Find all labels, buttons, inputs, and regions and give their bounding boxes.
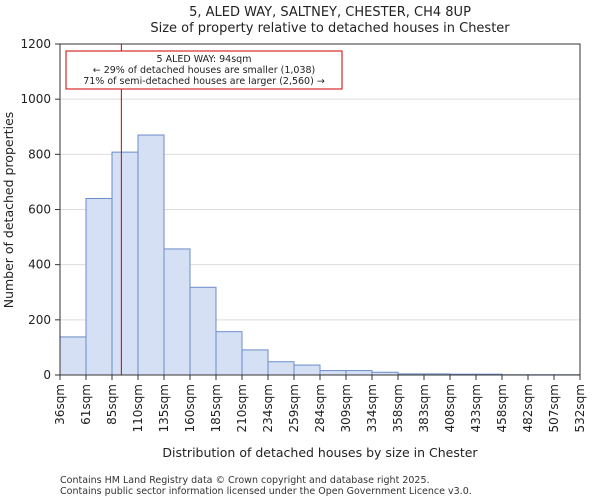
x-tick-label: 433sqm	[469, 384, 483, 432]
x-tick-label: 532sqm	[573, 384, 587, 432]
footer-line-2: Contains public sector information licen…	[60, 486, 472, 497]
annotation-line-1: 5 ALED WAY: 94sqm	[157, 54, 252, 65]
footer-line-1: Contains HM Land Registry data © Crown c…	[60, 475, 430, 486]
y-axis-label: Number of detached properties	[1, 112, 16, 309]
x-tick-label: 259sqm	[287, 384, 301, 432]
x-tick-label: 383sqm	[417, 384, 431, 432]
bar-259sqm	[293, 364, 321, 376]
x-tick-label: 185sqm	[209, 384, 223, 432]
bar-110sqm	[137, 134, 165, 376]
x-axis-label: Distribution of detached houses by size …	[162, 445, 478, 460]
bar-210sqm	[241, 349, 269, 376]
y-tick-label: 200	[28, 313, 51, 327]
bar-185sqm	[215, 331, 243, 376]
annotation-line-2: ← 29% of detached houses are smaller (1,…	[93, 65, 316, 76]
bar-61sqm	[85, 197, 113, 376]
x-tick-label: 334sqm	[365, 384, 379, 432]
y-tick-label: 0	[43, 368, 51, 382]
y-axis-ticks: 0 200 400 600 800 1000 1200	[20, 37, 60, 382]
y-tick-label: 400	[28, 258, 51, 272]
x-tick-label: 36sqm	[53, 384, 67, 425]
x-tick-label: 210sqm	[235, 384, 249, 432]
x-tick-label: 408sqm	[443, 384, 457, 432]
bar-234sqm	[267, 361, 295, 376]
x-tick-label: 482sqm	[521, 384, 535, 432]
bar-284sqm	[319, 370, 347, 376]
x-tick-label: 234sqm	[261, 384, 275, 432]
chart-title-line2: Size of property relative to detached ho…	[150, 21, 510, 36]
y-tick-label: 1000	[20, 92, 51, 106]
x-tick-label: 61sqm	[79, 384, 93, 425]
bar-135sqm	[163, 248, 191, 376]
y-tick-label: 800	[28, 147, 51, 161]
x-tick-label: 160sqm	[183, 384, 197, 432]
bar-309sqm	[345, 370, 373, 376]
x-axis-ticks: 36sqm 61sqm 85sqm 110sqm 135sqm 160sqm 185sqm 2…	[53, 375, 587, 432]
x-tick-label: 135sqm	[157, 384, 171, 432]
x-tick-label: 284sqm	[313, 384, 327, 432]
y-tick-label: 600	[28, 203, 51, 217]
bars	[59, 134, 581, 376]
y-tick-label: 1200	[20, 37, 51, 51]
x-tick-label: 309sqm	[339, 384, 353, 432]
x-tick-label: 110sqm	[131, 384, 145, 432]
x-tick-label: 358sqm	[391, 384, 405, 432]
bar-85sqm	[111, 151, 139, 376]
chart-title-line1: 5, ALED WAY, SALTNEY, CHESTER, CH4 8UP	[189, 5, 471, 20]
bar-160sqm	[189, 286, 217, 376]
x-tick-label: 85sqm	[105, 384, 119, 425]
annotation-box	[65, 50, 343, 90]
x-tick-label: 458sqm	[495, 384, 509, 432]
x-tick-label: 507sqm	[547, 384, 561, 432]
bar-36sqm	[59, 336, 87, 376]
annotation-line-3: 71% of semi-detached houses are larger (…	[83, 76, 325, 87]
